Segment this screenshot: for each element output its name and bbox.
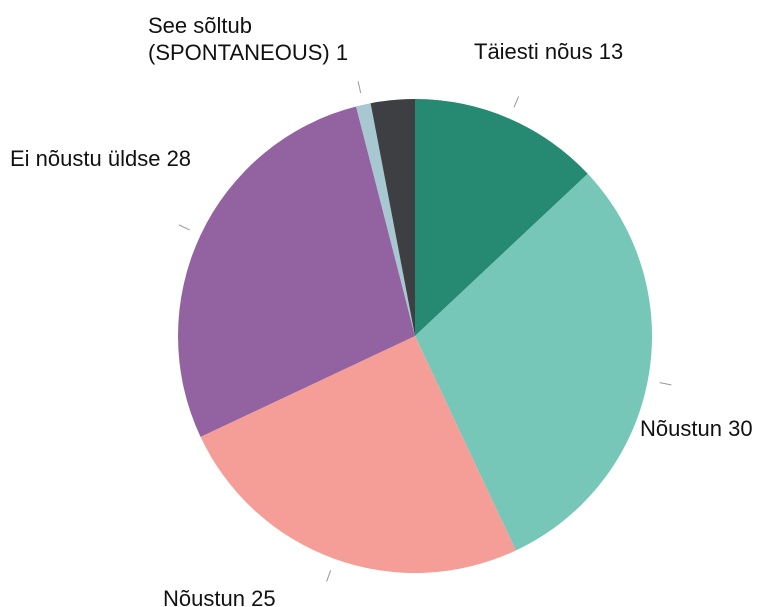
category-label: Ei nõustu üldse xyxy=(10,146,161,171)
pie-slice xyxy=(177,106,415,437)
value-label: 25 xyxy=(251,586,276,607)
leader-line xyxy=(659,382,672,386)
pie-slice xyxy=(415,99,588,336)
category-label: Nõustun xyxy=(163,586,245,607)
category-label: See sõltub (SPONTANEOUS) xyxy=(148,13,330,65)
leader-line xyxy=(326,570,332,582)
category-label: Nõustun xyxy=(640,416,722,441)
slice-label: See sõltub (SPONTANEOUS) 1 xyxy=(148,12,398,66)
pie-slice xyxy=(370,99,415,336)
pie-slice xyxy=(415,173,653,551)
leader-line xyxy=(178,224,190,231)
leader-line xyxy=(357,81,362,94)
category-label: Täiesti nõus xyxy=(474,39,593,64)
value-label: 13 xyxy=(598,39,624,64)
value-label: 30 xyxy=(728,416,753,441)
slice-label: Nõustun 25 xyxy=(163,585,343,607)
value-label: 1 xyxy=(335,40,349,65)
value-label: 28 xyxy=(166,146,192,171)
leader-line xyxy=(513,96,520,108)
pie-slice xyxy=(356,103,415,336)
slice-label: Nõustun 30 xyxy=(640,415,776,442)
slice-label: Täiesti nõus 13 xyxy=(474,38,734,65)
slice-label: Ei nõustu üldse 28 xyxy=(10,145,200,172)
pie-slice xyxy=(200,336,516,573)
